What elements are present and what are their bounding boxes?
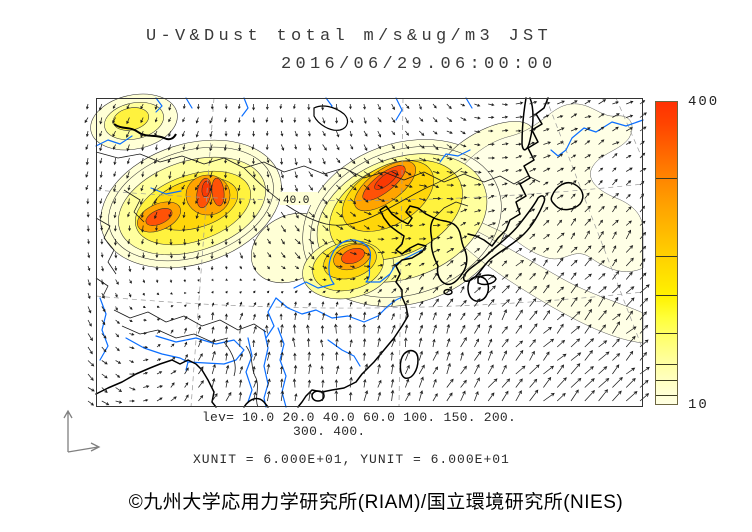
contour-levels-line-1: lev= 10.0 20.0 40.0 60.0 100. 150. 200.: [202, 410, 516, 425]
colorbar-tick-60: [656, 364, 677, 366]
colorbar: [655, 101, 678, 405]
lake-baikal: [313, 105, 349, 131]
title-line-2: 2016/06/29.06:00:00: [281, 55, 557, 74]
dust-map: 40.0: [84, 93, 650, 408]
wind-vectors-layer: [84, 99, 650, 406]
colorbar-max-label: 400: [688, 94, 720, 110]
borders-layer: [95, 151, 541, 408]
axis-orientation-arrows: [63, 409, 101, 453]
wind-vector-arrows: [84, 99, 650, 406]
colorbar-tick-100: [656, 333, 677, 335]
colorbar-tick-40: [656, 379, 677, 381]
colorbar-tick-200: [656, 255, 677, 257]
colorbar-tick-20: [656, 395, 677, 397]
copyright-text: ©九州大学応用力学研究所(RIAM)/国立環境研究所(NIES): [128, 492, 624, 513]
contour-label-text: 40.0: [283, 195, 309, 207]
unit-scale-line: XUNIT = 6.000E+01, YUNIT = 6.000E+01: [193, 452, 510, 467]
colorbar-tick-150: [656, 294, 677, 296]
coastlines-layer: [95, 97, 584, 408]
dust-contour-fill-layer: [90, 93, 644, 344]
colorbar-min-label: 10: [688, 397, 709, 413]
map-frame: [96, 98, 643, 407]
contour-levels-line-2: 300. 400.: [293, 424, 366, 439]
contour-label-40: 40.0: [280, 192, 318, 207]
title-line-1: U-V&Dust total m/s&ug/m3 JST: [146, 27, 553, 46]
lake-balkhash: [113, 123, 177, 141]
lakes-layer: [113, 105, 349, 141]
colorbar-tick-300: [656, 178, 677, 180]
